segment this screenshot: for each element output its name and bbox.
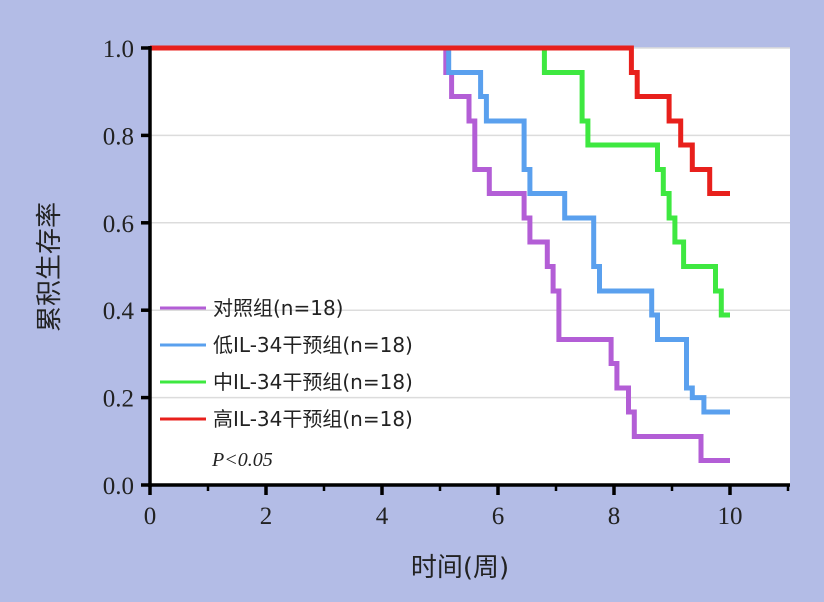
y-tick-label: 0.2 bbox=[103, 386, 134, 413]
y-tick-label: 1.0 bbox=[103, 36, 134, 63]
series-line-2 bbox=[150, 45, 730, 318]
x-tick-label: 0 bbox=[144, 503, 157, 530]
y-tick-label: 0.0 bbox=[103, 473, 134, 500]
series-line-3 bbox=[150, 45, 730, 196]
axes: 0.0 0.2 0.4 0.6 0.8 1.0 0 2 4 6 8 10 bbox=[103, 36, 790, 530]
y-axis-title: 累积生存率 bbox=[35, 202, 65, 332]
legend: 对照组(n=18) 低IL-34干预组(n=18) 中IL-34干预组(n=18) 高… bbox=[160, 296, 413, 431]
legend-label-0: 对照组(n=18) bbox=[213, 296, 344, 320]
legend-label-1: 低IL-34干预组(n=18) bbox=[213, 333, 413, 357]
series-lines bbox=[150, 45, 730, 463]
x-axis-title: 时间(周) bbox=[411, 553, 509, 583]
x-tick-label: 6 bbox=[492, 503, 505, 530]
y-tick-label: 0.8 bbox=[103, 123, 134, 150]
y-tick-label: 0.4 bbox=[103, 298, 135, 325]
x-tick-label: 10 bbox=[718, 503, 743, 530]
x-tick-label: 8 bbox=[608, 503, 621, 530]
series-line-0 bbox=[150, 45, 730, 463]
p-value-annotation: P<0.05 bbox=[211, 449, 273, 471]
x-tick-label: 4 bbox=[376, 503, 389, 530]
legend-label-3: 高IL-34干预组(n=18) bbox=[213, 407, 413, 431]
grid-lines bbox=[150, 47, 790, 399]
legend-label-2: 中IL-34干预组(n=18) bbox=[213, 370, 413, 394]
series-line-1 bbox=[150, 45, 730, 415]
y-tick-label: 0.6 bbox=[103, 211, 134, 238]
x-tick-label: 2 bbox=[260, 503, 273, 530]
